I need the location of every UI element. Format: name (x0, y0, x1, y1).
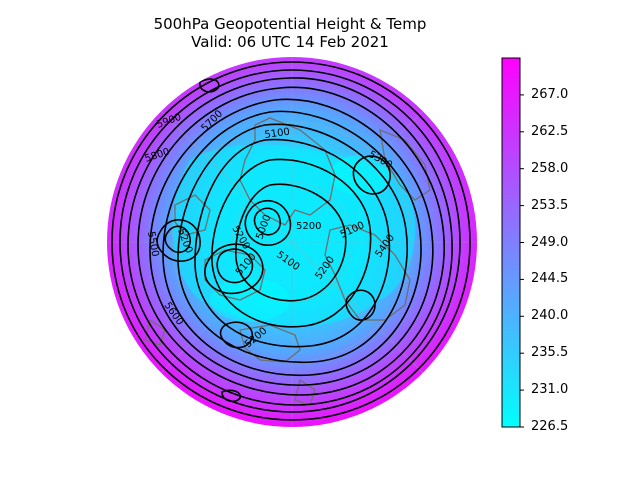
contour-label: 5100 (264, 127, 291, 141)
colorbar-tick-label: 240.0 (531, 308, 569, 324)
cold-pocket (210, 278, 290, 322)
colorbar-tick-label: 262.5 (531, 123, 569, 139)
colorbar-tick-label: 249.0 (531, 234, 569, 250)
plot-subtitle: Valid: 06 UTC 14 Feb 2021 (191, 33, 389, 51)
colorbar-tick-label: 253.5 (531, 197, 569, 213)
plot-title: 500hPa Geopotential Height & Temp (153, 15, 427, 33)
colorbar-tick-label: 235.5 (531, 345, 569, 361)
colorbar-ticks (520, 94, 524, 428)
colorbar-tick-label: 231.0 (531, 382, 569, 398)
colorbar-tick-label: 244.5 (531, 271, 569, 287)
contour-label: 5500 (145, 231, 160, 258)
colorbar (501, 57, 521, 428)
colorbar-tick-label: 258.0 (531, 160, 569, 176)
colorbar-tick-label: 267.0 (531, 86, 569, 102)
contour-label: 5200 (296, 221, 321, 232)
colorbar-tick-label: 226.5 (531, 419, 569, 434)
height-contours (111, 61, 471, 421)
